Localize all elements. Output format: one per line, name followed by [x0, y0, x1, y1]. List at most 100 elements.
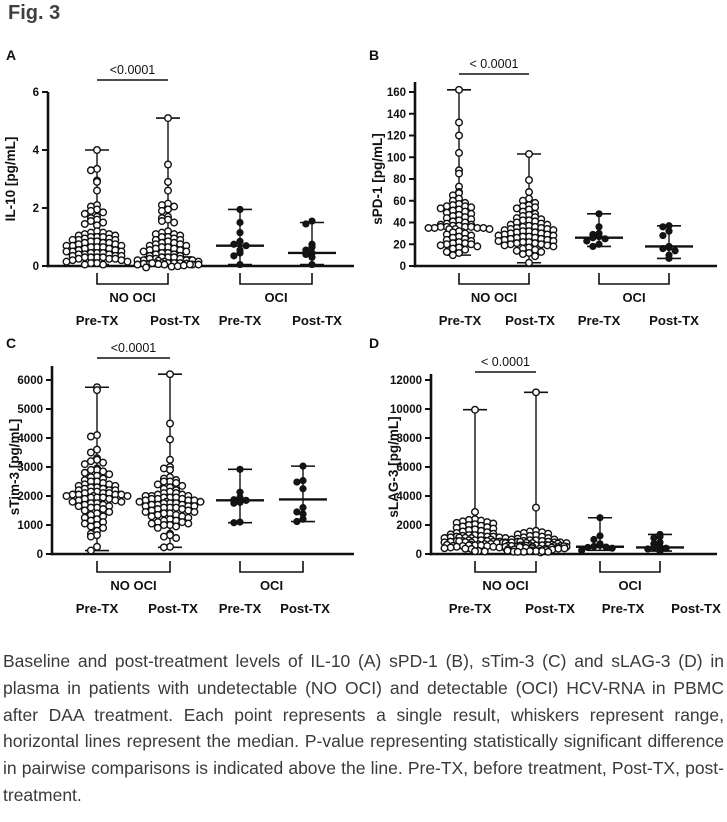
- data-point: [92, 386, 101, 395]
- data-point: [589, 234, 597, 242]
- x-tick-label: Pre-TX: [439, 313, 482, 328]
- data-point: [163, 160, 172, 169]
- data-point: [470, 547, 479, 556]
- data-point: [62, 257, 71, 266]
- data-point: [644, 545, 652, 553]
- data-point: [461, 544, 470, 553]
- data-point: [165, 419, 174, 428]
- data-point: [665, 227, 673, 235]
- data-point: [650, 534, 658, 542]
- p-value-label: < 0.0001: [469, 57, 518, 71]
- data-point: [485, 225, 494, 234]
- data-point: [308, 243, 316, 251]
- data-point: [299, 515, 307, 523]
- data-point: [512, 204, 521, 213]
- data-point: [141, 507, 150, 516]
- data-point: [461, 245, 470, 254]
- y-tick-label: 2000: [396, 520, 422, 532]
- panel-letter: A: [6, 47, 16, 63]
- data-point: [159, 532, 168, 541]
- panel-d-chart: D 0 2000 4000 6000 8000 10000 12000 sLAG-3 [pg/m…: [369, 335, 721, 616]
- data-point: [80, 519, 89, 528]
- cohort-bracket: [474, 561, 537, 573]
- data-point: [513, 547, 522, 556]
- data-point: [308, 253, 316, 261]
- data-point: [590, 535, 598, 544]
- x-tick-label: Post-TX: [280, 601, 330, 616]
- data-point: [473, 242, 482, 251]
- x-tick-label: Pre-TX: [602, 601, 645, 616]
- data-point: [236, 205, 244, 214]
- data-point: [196, 497, 205, 506]
- data-point: [92, 177, 101, 186]
- figure-label: Fig. 3: [8, 2, 61, 24]
- y-tick-label: 5000: [17, 404, 43, 416]
- data-point: [165, 455, 174, 464]
- y-tick-label: 6: [33, 87, 39, 99]
- data-point: [170, 202, 179, 211]
- data-point: [80, 209, 89, 218]
- data-point: [512, 246, 521, 255]
- data-point: [157, 217, 166, 226]
- y-tick-label: 80: [393, 174, 406, 186]
- data-point: [105, 470, 114, 479]
- data-point: [99, 523, 108, 532]
- data-point: [190, 507, 199, 516]
- data-point: [230, 499, 238, 507]
- data-point: [584, 543, 592, 552]
- y-tick-label: 3000: [17, 462, 43, 474]
- data-point: [92, 542, 101, 551]
- y-tick-label: 1000: [17, 520, 43, 532]
- data-point: [99, 218, 108, 227]
- data-point: [148, 259, 157, 268]
- data-point: [595, 223, 603, 231]
- x-tick-label: Post-TX: [649, 313, 699, 328]
- data-point: [236, 249, 244, 257]
- data-point: [560, 544, 569, 553]
- cohort-bracket: [96, 561, 171, 573]
- data-point: [524, 149, 533, 158]
- data-point: [105, 507, 114, 516]
- data-point: [184, 519, 193, 528]
- x-tick-label: Pre-TX: [449, 601, 492, 616]
- y-tick-label: 0: [416, 549, 422, 561]
- x-tick-label: Pre-TX: [578, 313, 621, 328]
- group-pre-tx: [62, 145, 132, 269]
- data-point: [80, 468, 89, 477]
- y-tick-label: 6000: [17, 375, 43, 387]
- data-point: [182, 247, 191, 256]
- data-point: [236, 498, 244, 506]
- data-point: [86, 522, 95, 531]
- data-point: [147, 519, 156, 528]
- group-post-tx: [636, 530, 684, 555]
- data-point: [583, 237, 591, 245]
- x-tick-label: Post-TX: [505, 313, 555, 328]
- data-point: [153, 523, 162, 532]
- cohort-bracket: [96, 273, 169, 285]
- data-point: [524, 176, 533, 185]
- data-point: [92, 145, 101, 154]
- data-point: [524, 188, 533, 197]
- data-point: [602, 543, 610, 551]
- cohort-bracket: [239, 561, 304, 573]
- data-point: [80, 260, 89, 269]
- data-point: [440, 544, 449, 553]
- data-point: [503, 546, 512, 555]
- y-tick-label: 4000: [17, 433, 43, 445]
- data-point: [531, 388, 540, 397]
- group-pre-tx: [62, 383, 132, 555]
- data-point: [165, 465, 174, 474]
- data-point: [163, 177, 172, 186]
- x-tick-label: Pre-TX: [76, 313, 119, 328]
- y-tick-label: 20: [393, 239, 406, 251]
- y-axis-label: sTim-3 [pg/mL]: [7, 419, 22, 516]
- group-post-tx: [501, 388, 571, 557]
- group-pre-tx: [216, 205, 264, 269]
- data-point: [589, 242, 597, 251]
- cohort-label: NO OCI: [110, 578, 156, 593]
- y-tick-label: 0: [400, 261, 406, 273]
- data-point: [236, 518, 244, 526]
- data-point: [135, 497, 144, 506]
- panel-letter: D: [369, 335, 379, 351]
- data-point: [293, 478, 301, 486]
